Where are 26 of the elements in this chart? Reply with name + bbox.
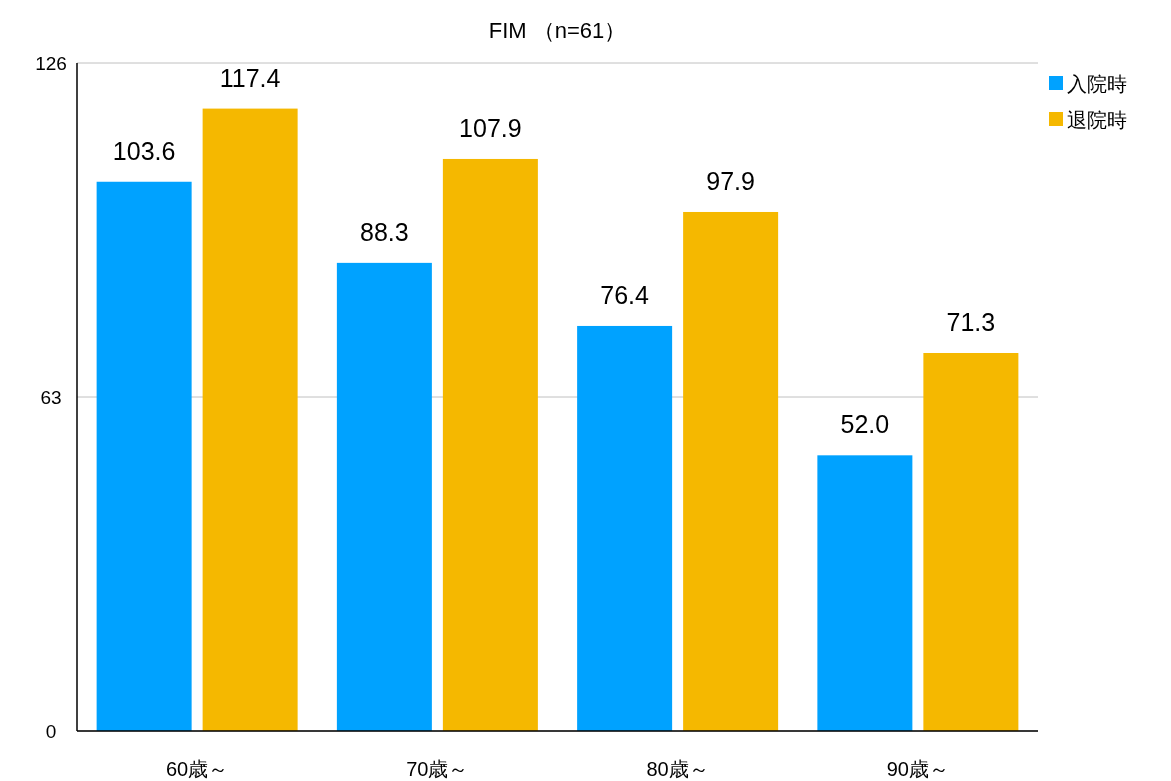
bar <box>442 158 538 731</box>
legend-label: 退院時 <box>1067 109 1127 131</box>
x-tick-label: 90歳～ <box>886 758 949 780</box>
data-label: 71.3 <box>946 308 996 336</box>
data-label: 52.0 <box>840 410 890 439</box>
bar <box>923 353 1019 731</box>
chart-title: FIM （n=61） <box>488 18 627 43</box>
y-tick-label: 0 <box>45 721 57 742</box>
bar <box>577 325 673 731</box>
data-label: 103.6 <box>112 136 176 165</box>
y-tick-label: 63 <box>40 387 62 408</box>
bar <box>336 262 432 731</box>
data-label: 107.9 <box>459 113 522 142</box>
bar <box>96 181 192 731</box>
x-tick-label: 80歳～ <box>646 758 709 780</box>
data-label: 76.4 <box>600 280 650 309</box>
x-tick-label: 60歳～ <box>166 758 229 780</box>
y-tick-label: 126 <box>35 53 67 74</box>
bar <box>817 455 913 731</box>
legend-label: 入院時 <box>1067 73 1127 95</box>
bar <box>202 108 298 731</box>
bar <box>683 211 779 731</box>
data-label: 97.9 <box>706 166 755 195</box>
x-tick-label: 70歳～ <box>406 758 469 780</box>
data-label: 88.3 <box>360 217 409 246</box>
data-label: 117.4 <box>219 63 281 92</box>
